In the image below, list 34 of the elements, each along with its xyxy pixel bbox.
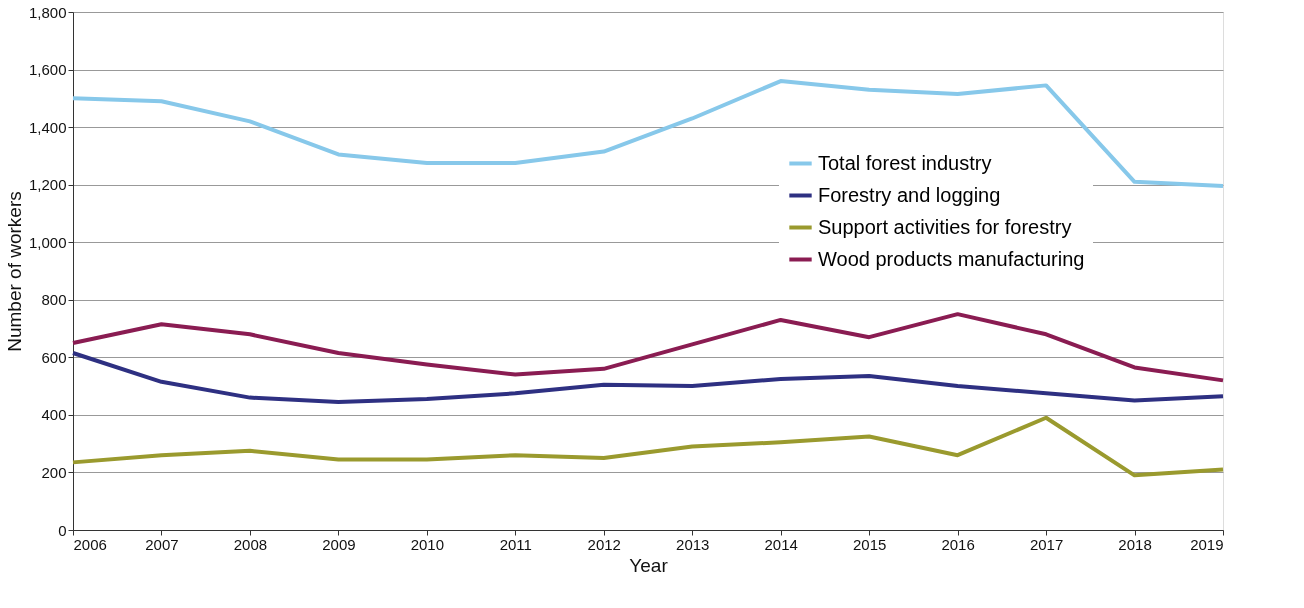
x-tick-label: 2010 (410, 535, 445, 553)
x-tick-label: 2006 (73, 535, 107, 553)
legend-label: Forestry and logging (818, 183, 1001, 206)
y-tick-label: 600 (41, 348, 67, 366)
y-tick-label: 1,200 (28, 176, 67, 194)
y-tick-label: 1,400 (28, 118, 67, 136)
x-tick-label: 2019 (1190, 535, 1224, 553)
line-series (71, 415, 1225, 478)
x-tick-label: 2013 (676, 535, 710, 553)
x-tick-label: 2007 (145, 535, 179, 553)
x-tick-label: 2009 (322, 535, 356, 553)
y-tick-label: 800 (41, 291, 67, 309)
y-tick-label: 1,600 (28, 61, 67, 79)
line-series (71, 351, 1225, 404)
line-series (71, 79, 1225, 189)
x-axis-title: Year (629, 554, 669, 576)
x-tick-label: 2011 (499, 535, 532, 553)
y-tick-label: 0 (58, 521, 67, 539)
x-tick-label: 2016 (941, 535, 975, 553)
legend-label: Wood products manufacturing (818, 247, 1085, 270)
y-tick-label: 200 (41, 463, 67, 481)
line-series (71, 312, 1225, 383)
x-tick-label: 2014 (764, 535, 798, 553)
legend-label: Total forest industry (818, 151, 992, 174)
x-tick-label: 2017 (1029, 535, 1064, 553)
legend-label: Support activities for forestry (818, 215, 1072, 238)
x-tick-label: 2012 (587, 535, 621, 553)
x-tick-label: 2015 (852, 535, 887, 553)
y-tick-label: 1,000 (28, 233, 67, 251)
y-tick-label: 400 (41, 406, 67, 424)
x-tick-label: 2018 (1118, 535, 1152, 553)
y-tick-label: 1,800 (28, 3, 67, 21)
x-tick-label: 2008 (233, 535, 268, 553)
y-axis-title: Number of workers (3, 191, 25, 352)
